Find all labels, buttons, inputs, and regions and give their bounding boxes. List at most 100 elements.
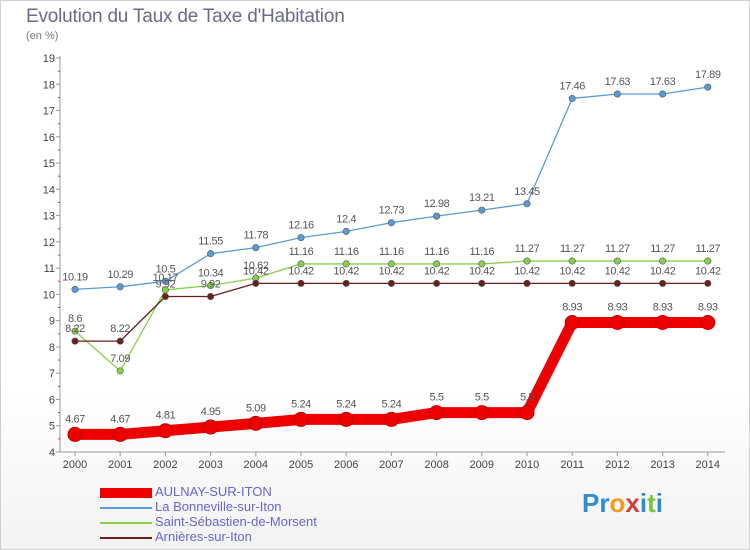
data-label: 17.63 bbox=[650, 76, 676, 88]
y-tick-label: 15 bbox=[43, 158, 55, 170]
data-label: 8.22 bbox=[65, 323, 85, 335]
data-point bbox=[523, 200, 531, 208]
data-label: 12.98 bbox=[424, 198, 450, 210]
data-point bbox=[429, 405, 445, 421]
data-point bbox=[342, 279, 350, 287]
data-point bbox=[116, 283, 124, 291]
logo-letter: i bbox=[655, 488, 663, 518]
data-label: 17.63 bbox=[605, 76, 631, 88]
y-tick-label: 6 bbox=[49, 394, 55, 406]
y-tick-label: 13 bbox=[43, 211, 55, 223]
data-label: 8.93 bbox=[607, 302, 627, 314]
data-label: 13.21 bbox=[469, 192, 495, 204]
data-point bbox=[161, 277, 169, 285]
data-label: 10.42 bbox=[605, 265, 631, 277]
data-label: 4.81 bbox=[155, 410, 175, 422]
data-label: 10.29 bbox=[107, 269, 133, 281]
data-point bbox=[568, 279, 576, 287]
data-label: 5.24 bbox=[336, 398, 356, 410]
data-label: 11.27 bbox=[695, 243, 720, 255]
data-point bbox=[478, 206, 486, 214]
data-point bbox=[207, 250, 215, 258]
data-point bbox=[433, 212, 441, 220]
y-tick-label: 11 bbox=[44, 263, 55, 275]
data-point bbox=[523, 279, 531, 287]
data-label: 12.4 bbox=[336, 213, 356, 225]
data-label: 17.46 bbox=[559, 80, 585, 92]
data-label: 5.5 bbox=[520, 392, 534, 404]
x-tick-label: 2013 bbox=[650, 459, 674, 471]
data-point bbox=[613, 279, 621, 287]
y-tick-label: 17 bbox=[43, 106, 55, 118]
data-point bbox=[67, 426, 83, 442]
legend-swatch bbox=[100, 522, 152, 524]
data-point bbox=[157, 423, 173, 439]
data-point bbox=[297, 234, 305, 242]
x-tick-label: 2001 bbox=[108, 459, 132, 471]
data-label: 10.17 bbox=[153, 272, 179, 284]
logo-letter: o bbox=[609, 488, 626, 518]
axes: 4 5 6 7 8 9 10 11 12 13 14 15 16 17 18 19 2000 2001 2002 20… bbox=[43, 53, 725, 471]
x-tick-label: 2008 bbox=[424, 459, 448, 471]
y-tick-label: 19 bbox=[43, 53, 55, 65]
data-point bbox=[342, 260, 350, 268]
legend-swatch bbox=[100, 537, 152, 539]
data-point bbox=[659, 90, 667, 98]
y-unit-label: (en %) bbox=[26, 30, 59, 42]
y-tick-label: 7 bbox=[49, 368, 55, 380]
y-tick-label: 9 bbox=[49, 316, 55, 328]
y-tick-label: 16 bbox=[43, 132, 55, 144]
data-point bbox=[659, 279, 667, 287]
data-label: 9.92 bbox=[201, 279, 221, 291]
data-point bbox=[207, 293, 215, 301]
data-label: 5.5 bbox=[430, 392, 444, 404]
data-point bbox=[297, 279, 305, 287]
data-label: 5.09 bbox=[246, 402, 266, 414]
data-point bbox=[71, 285, 79, 293]
data-label: 9.92 bbox=[155, 279, 175, 291]
data-point bbox=[478, 279, 486, 287]
y-tick-label: 10 bbox=[43, 289, 55, 301]
data-label: 12.16 bbox=[288, 220, 314, 232]
data-label: 10.42 bbox=[424, 265, 450, 277]
data-label: 11.16 bbox=[469, 246, 494, 258]
data-point bbox=[700, 315, 716, 331]
series-points bbox=[67, 83, 716, 442]
data-label: 11.16 bbox=[289, 246, 314, 258]
data-label: 10.42 bbox=[243, 265, 269, 277]
x-tick-label: 2010 bbox=[515, 459, 539, 471]
data-label: 7.09 bbox=[110, 353, 130, 365]
data-point bbox=[338, 411, 354, 427]
data-point bbox=[613, 257, 621, 265]
data-point bbox=[568, 94, 576, 102]
y-tick-label: 4 bbox=[49, 447, 55, 459]
legend-swatch bbox=[100, 488, 152, 498]
data-label: 11.16 bbox=[379, 246, 404, 258]
y-tick-label: 14 bbox=[43, 184, 55, 196]
data-point bbox=[342, 227, 350, 235]
data-label: 12.73 bbox=[379, 205, 405, 217]
data-point bbox=[297, 260, 305, 268]
y-tick-label: 5 bbox=[49, 421, 55, 433]
data-point bbox=[207, 281, 215, 289]
data-point bbox=[161, 293, 169, 301]
data-label: 10.42 bbox=[695, 265, 721, 277]
logo-letter: t bbox=[647, 488, 656, 518]
data-point bbox=[116, 367, 124, 375]
series-line bbox=[74, 86, 709, 291]
x-tick-label: 2012 bbox=[605, 459, 629, 471]
data-point bbox=[659, 257, 667, 265]
x-tick-label: 2002 bbox=[153, 459, 177, 471]
data-label: 10.42 bbox=[469, 265, 495, 277]
logo-letter: r bbox=[599, 488, 610, 518]
x-tick-label: 2009 bbox=[470, 459, 494, 471]
data-label: 10.42 bbox=[333, 265, 359, 277]
x-tick-label: 2003 bbox=[198, 459, 222, 471]
data-point bbox=[704, 279, 712, 287]
data-label: 10.62 bbox=[243, 260, 269, 272]
data-point bbox=[203, 419, 219, 435]
data-label: 8.93 bbox=[562, 302, 582, 314]
data-label: 8.22 bbox=[110, 323, 130, 335]
